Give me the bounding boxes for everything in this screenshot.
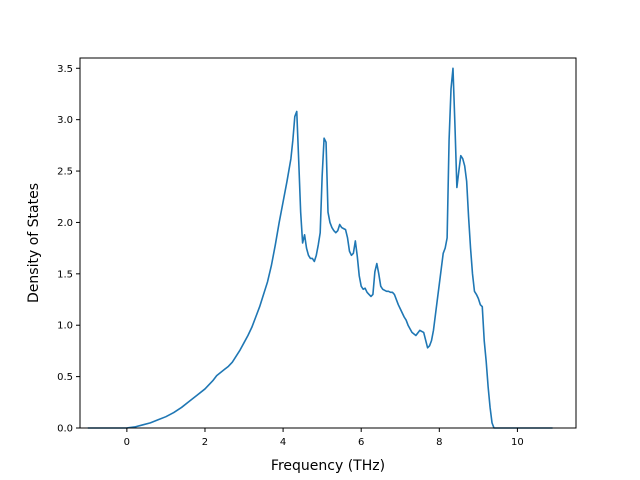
y-tick-label: 2.5 bbox=[57, 167, 73, 178]
dos-series-line-0 bbox=[87, 67, 553, 429]
x-tick-label: 10 bbox=[511, 437, 524, 448]
x-tick-label: 8 bbox=[436, 437, 442, 448]
x-tick-label: 4 bbox=[280, 437, 286, 448]
x-tick-label: 2 bbox=[202, 437, 208, 448]
x-tick-label: 0 bbox=[124, 437, 130, 448]
x-axis-ticks: 0 2 4 6 8 10 bbox=[124, 428, 524, 448]
x-tick-label: 6 bbox=[358, 437, 364, 448]
y-axis-label: Density of States bbox=[26, 183, 42, 303]
y-tick-label: 2.0 bbox=[57, 218, 73, 229]
y-tick-label: 1.5 bbox=[57, 269, 73, 280]
axes-frame bbox=[79, 57, 577, 429]
x-axis-label: Frequency (THz) bbox=[271, 458, 385, 474]
y-tick-label: 1.0 bbox=[57, 321, 73, 332]
y-tick-label: 3.0 bbox=[57, 115, 73, 126]
plot-area bbox=[87, 67, 553, 429]
y-tick-label: 0.5 bbox=[57, 372, 73, 383]
y-tick-label: 0.0 bbox=[57, 424, 73, 435]
y-tick-label: 3.5 bbox=[57, 64, 73, 75]
y-axis-ticks: 0.0 0.5 1.0 1.5 2.0 2.5 3.0 3.5 bbox=[57, 64, 80, 435]
